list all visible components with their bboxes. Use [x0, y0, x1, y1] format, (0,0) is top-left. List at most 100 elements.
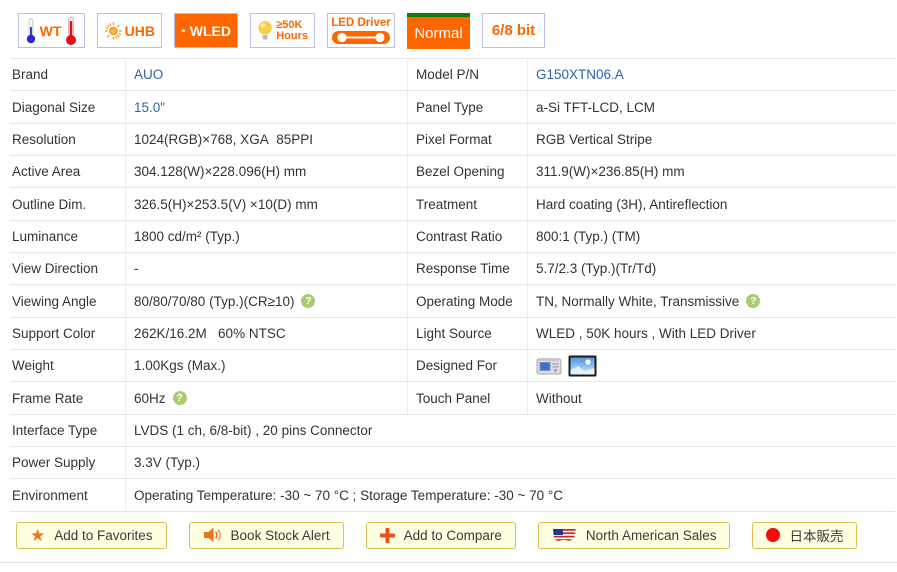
- spec-value: 1.00Kgs (Max.): [126, 350, 408, 382]
- spec-label: View Direction: [10, 253, 126, 285]
- spec-value-text: Without: [536, 390, 582, 406]
- spec-row: Resolution 1024(RGB)×768, XGA 85PPI Pixel …: [10, 123, 895, 157]
- spec-value-text: 311.9(W)×236.85(H) mm: [536, 164, 685, 180]
- spec-label: Touch Panel: [408, 382, 528, 414]
- spec-value-text: 1.00Kgs (Max.): [134, 358, 226, 374]
- spec-value-text: 1024(RGB)×768, XGA 85PPI: [134, 131, 313, 147]
- spec-label: Resolution: [10, 123, 126, 156]
- north-american-sales-button[interactable]: North American Sales: [537, 521, 731, 549]
- light-bulb-icon: [258, 21, 272, 40]
- spec-row: Power Supply 3.3V (Typ.): [10, 447, 895, 480]
- badge-uhb-label: UHB: [124, 22, 155, 39]
- spec-value: 1024(RGB)×768, XGA 85PPI: [126, 123, 408, 156]
- spec-label: Weight: [10, 350, 126, 382]
- feature-badges-bar: WT UHB WLED: [0, 0, 897, 58]
- led-driver-connector-icon: [332, 30, 390, 44]
- spec-row: Support Color 262K/16.2M 60% NTSC Light So…: [10, 317, 895, 351]
- spec-value: AUO: [126, 59, 408, 91]
- spec-value: 1800 cd/m² (Typ.): [126, 220, 408, 253]
- spec-label: Bezel Opening: [408, 156, 528, 188]
- add-to-favorites-label: Add to Favorites: [54, 527, 153, 543]
- outdoor-display-icon[interactable]: [568, 355, 597, 377]
- spec-value: LVDS (1 ch, 6/8-bit) , 20 pins Connector: [126, 423, 895, 438]
- spec-value-text: 304.128(W)×228.096(H) mm: [134, 164, 307, 180]
- usa-flag-icon: [552, 529, 576, 542]
- spec-value: Operating Temperature: -30 ~ 70 °C ; Sto…: [126, 488, 895, 503]
- spec-value: 60Hz?: [126, 382, 408, 414]
- spec-value: 262K/16.2M 60% NTSC: [126, 317, 408, 350]
- spec-value-text: 60Hz: [134, 390, 166, 406]
- industrial-equipment-icon[interactable]: [536, 355, 563, 377]
- badge-50k-hours: ≥50K Hours: [250, 13, 315, 48]
- badge-normal-temperature: Normal: [407, 13, 470, 49]
- add-to-favorites-button[interactable]: ★ Add to Favorites: [16, 521, 167, 549]
- spec-row: View Direction - Response Time 5.7/2.3 (Typ…: [10, 253, 895, 286]
- help-icon[interactable]: ?: [172, 391, 187, 406]
- badge-hours-line1: ≥50K: [276, 18, 303, 31]
- lamp-icon: [181, 29, 186, 33]
- spec-label: Pixel Format: [408, 123, 528, 156]
- help-icon[interactable]: ?: [301, 294, 316, 309]
- spec-row: Diagonal Size 15.0" Panel Type a-Si TFT-LCD…: [10, 91, 895, 124]
- spec-row: Viewing Angle 80/80/70/80 (Typ.)(CR≥10)? O…: [10, 285, 895, 318]
- spec-value: a-Si TFT-LCD, LCM: [528, 100, 895, 115]
- add-to-compare-button[interactable]: Add to Compare: [365, 521, 516, 549]
- spec-value-text: Hard coating (3H), Antireflection: [536, 196, 728, 212]
- spec-row: Interface Type LVDS (1 ch, 6/8-bit) , 20 …: [10, 414, 895, 448]
- spec-value-text: 5.7/2.3 (Typ.)(Tr/Td): [536, 261, 657, 277]
- spec-value-text: 80/80/70/80 (Typ.)(CR≥10): [134, 293, 295, 309]
- spec-value-text: RGB Vertical Stripe: [536, 131, 653, 147]
- japan-sales-label: 日本販売: [789, 529, 844, 545]
- badge-hours-label: ≥50K Hours: [276, 18, 308, 42]
- spec-label: Operating Mode: [408, 285, 528, 317]
- spec-value-text: 326.5(H)×253.5(V) ×10(D) mm: [134, 196, 318, 212]
- spec-value: 80/80/70/80 (Typ.)(CR≥10)?: [126, 285, 408, 317]
- star-icon: ★: [30, 525, 46, 545]
- spec-table: Brand AUO Model P/N G150XTN06.A Diagonal Siz…: [10, 58, 895, 512]
- sun-icon: [104, 21, 122, 40]
- spec-value-link[interactable]: G150XTN06.A: [536, 67, 624, 83]
- book-stock-alert-label: Book Stock Alert: [230, 527, 330, 543]
- spec-value-text: 262K/16.2M 60% NTSC: [134, 325, 286, 341]
- badge-led-driver-label: LED Driver: [331, 16, 391, 29]
- badge-bit-label: 6/8 bit: [491, 22, 536, 39]
- action-buttons-bar: ★ Add to Favorites Book Stock Alert Add …: [16, 521, 897, 549]
- spec-row: Frame Rate 60Hz? Touch Panel Without: [10, 382, 895, 415]
- badge-ultra-high-brightness: UHB: [97, 13, 162, 48]
- japan-sales-button[interactable]: 日本販売: [752, 521, 858, 549]
- spec-value-link[interactable]: AUO: [134, 67, 164, 83]
- spec-value: G150XTN06.A: [528, 67, 895, 82]
- spec-label: Designed For: [408, 350, 528, 382]
- spec-value: -: [126, 253, 408, 285]
- spec-value-text: 1800 cd/m² (Typ.): [134, 228, 240, 244]
- bottom-divider: [0, 561, 897, 563]
- spec-row: Luminance 1800 cd/m² (Typ.) Contrast Ratio…: [10, 220, 895, 254]
- spec-row: Environment Operating Temperature: -30 ~ …: [10, 479, 895, 512]
- spec-row: Outline Dim. 326.5(H)×253.5(V) ×10(D) mm T…: [10, 188, 895, 221]
- spec-value: 311.9(W)×236.85(H) mm: [528, 164, 895, 179]
- spec-label: Diagonal Size: [10, 91, 126, 123]
- badge-color-depth: 6/8 bit: [482, 13, 545, 48]
- spec-value: 304.128(W)×228.096(H) mm: [126, 156, 408, 188]
- spec-label: Active Area: [10, 156, 126, 188]
- plus-icon: [379, 527, 395, 543]
- blue-thermometer-icon: [26, 18, 35, 43]
- spec-label: Brand: [10, 59, 126, 91]
- spec-value: Without: [528, 391, 895, 406]
- spec-value: 3.3V (Typ.): [126, 455, 895, 470]
- spec-value-link[interactable]: 15.0": [134, 99, 166, 115]
- spec-value: RGB Vertical Stripe: [528, 132, 895, 147]
- badge-wled-label: WLED: [189, 22, 231, 39]
- spec-value-text: TN, Normally White, Transmissive: [536, 293, 740, 309]
- spec-row: Weight 1.00Kgs (Max.) Designed For: [10, 350, 895, 383]
- spec-value: 5.7/2.3 (Typ.)(Tr/Td): [528, 261, 895, 276]
- spec-row: Brand AUO Model P/N G150XTN06.A: [10, 59, 895, 92]
- badge-hours-line2: Hours: [276, 29, 308, 42]
- japan-flag-icon: [766, 528, 781, 543]
- badge-wt-label: WT: [39, 22, 62, 39]
- help-icon[interactable]: ?: [746, 294, 761, 309]
- spec-label: Panel Type: [408, 91, 528, 123]
- badge-wled-backlight: WLED: [174, 13, 238, 48]
- spec-label: Response Time: [408, 253, 528, 285]
- book-stock-alert-button[interactable]: Book Stock Alert: [188, 521, 344, 549]
